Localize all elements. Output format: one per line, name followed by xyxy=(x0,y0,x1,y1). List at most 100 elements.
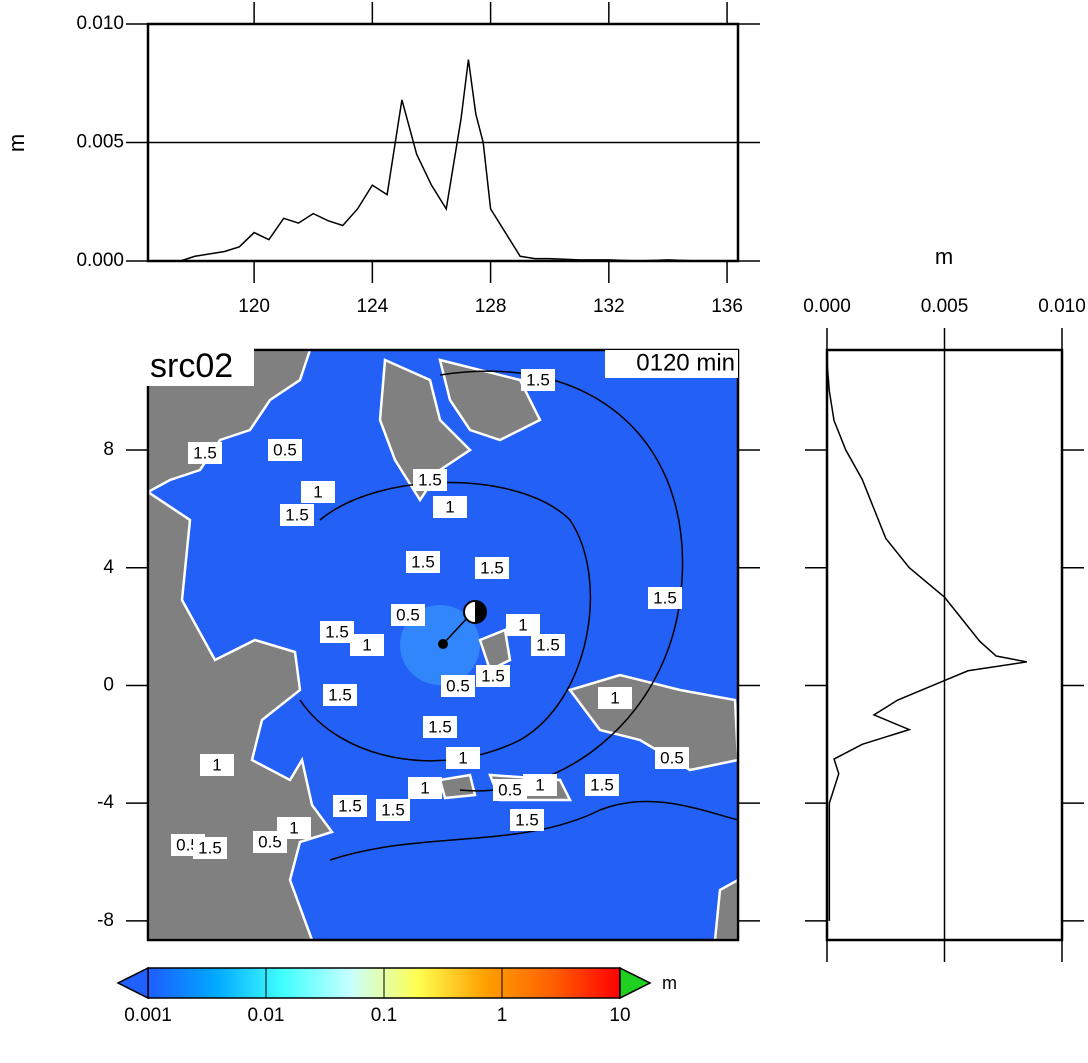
contour-label: 1 xyxy=(313,482,322,501)
y-tick-label: 0.005 xyxy=(76,132,124,153)
contour-label: 0.5 xyxy=(498,780,522,799)
contour-label-box xyxy=(188,442,222,464)
colorbar-under xyxy=(116,966,149,1000)
contour-label: 1.5 xyxy=(428,717,452,736)
contour-label-box xyxy=(277,817,311,839)
contour-label: 1.5 xyxy=(418,470,442,489)
contour-label: 1.5 xyxy=(193,443,217,462)
colorbar-tick-label: 1 xyxy=(497,1005,508,1026)
x-tick-label: 0.000 xyxy=(803,296,851,317)
contour-label-box xyxy=(301,481,335,503)
contour-label: 1 xyxy=(610,688,619,707)
contour-label: 1 xyxy=(518,615,527,634)
contour-label-box xyxy=(510,809,544,831)
contour-label-box xyxy=(598,687,632,709)
contour-label-box xyxy=(423,716,457,738)
y-axis-label: m xyxy=(4,134,29,152)
colorbar-tick-label: 0.1 xyxy=(371,1005,397,1026)
y-tick-label: 8 xyxy=(103,439,114,460)
contour-label-box xyxy=(193,837,227,859)
contour-label-box xyxy=(476,665,510,687)
y-tick-label: 4 xyxy=(103,557,114,578)
x-tick-label: 120 xyxy=(238,296,270,317)
contour-label: 0.5 xyxy=(273,440,297,459)
x-tick-label: 0.005 xyxy=(921,296,969,317)
contour-label: 1 xyxy=(420,778,429,797)
contour-label-box xyxy=(531,634,565,656)
contour-label: 1 xyxy=(535,775,544,794)
x-axis-label: m xyxy=(935,244,953,269)
x-tick-label: 124 xyxy=(357,296,389,317)
contour-label: 1.5 xyxy=(338,796,362,815)
epicenter xyxy=(438,600,487,649)
colorbar-tick-label: 0.01 xyxy=(248,1005,285,1026)
contour-label: 1 xyxy=(445,497,454,516)
contour-label: 0.5 xyxy=(396,605,420,624)
contour-label-box xyxy=(200,754,234,776)
y-tick-label: 0.000 xyxy=(76,250,124,271)
contour-label-box xyxy=(350,634,384,656)
contour-label-box xyxy=(493,779,527,801)
contour-label-box xyxy=(475,557,509,579)
contour-label-box xyxy=(521,369,555,391)
contour-label-box xyxy=(655,747,689,769)
contour-label: 1 xyxy=(362,635,371,654)
map-title: src02 xyxy=(150,347,233,385)
colorbar-tick-label: 10 xyxy=(609,1005,630,1026)
contour-label: 1.5 xyxy=(526,370,550,389)
contour-label-box xyxy=(506,614,540,636)
contour-label: 1.5 xyxy=(590,775,614,794)
contour-label-box xyxy=(376,799,410,821)
contour-label-box xyxy=(648,587,682,609)
contour-label: 0.5 xyxy=(660,748,684,767)
contour-label-box xyxy=(446,747,480,769)
contour-label: 1.5 xyxy=(328,685,352,704)
contour-label: 1.5 xyxy=(480,558,504,577)
contour-label-box xyxy=(320,621,354,643)
contour-label: 1 xyxy=(289,818,298,837)
contour-label: 1.5 xyxy=(536,635,560,654)
contour-label-box xyxy=(441,675,475,697)
x-tick-label: 132 xyxy=(593,296,625,317)
contour-label: 1.5 xyxy=(481,666,505,685)
contour-label-box xyxy=(391,604,425,626)
contour-label: 1.5 xyxy=(198,838,222,857)
annotation: 0120 min xyxy=(636,349,735,376)
colorbar-tick-label: 0.001 xyxy=(124,1005,172,1026)
contour-label-box xyxy=(333,795,367,817)
data-line xyxy=(165,59,728,262)
x-tick-label: 136 xyxy=(711,296,743,317)
contour-label: 1.5 xyxy=(653,588,677,607)
y-tick-label: -8 xyxy=(97,910,114,931)
colorbar-label: m xyxy=(662,973,677,993)
contour-label: 1.5 xyxy=(325,622,349,641)
contour-label-box xyxy=(523,774,557,796)
colorbar-over xyxy=(619,966,652,1000)
annotation-box xyxy=(605,350,738,378)
contour-label: 0.5 xyxy=(446,676,470,695)
map-frame xyxy=(146,348,740,942)
contour-label-box xyxy=(406,551,440,573)
contour-label-box xyxy=(413,469,447,491)
contour-label-box xyxy=(268,439,302,461)
contour-label: 1 xyxy=(212,755,221,774)
contour-label: 1.5 xyxy=(411,552,435,571)
contour-label: 1.5 xyxy=(381,800,405,819)
contour-label-box xyxy=(433,496,467,518)
y-tick-label: -4 xyxy=(97,792,114,813)
contour-label-box xyxy=(585,774,619,796)
map: 1.51.5 0.51.511.5 11.5 1.51.50.51.5111.50.5… xyxy=(148,350,738,940)
x-tick-label: 128 xyxy=(475,296,507,317)
x-tick-label: 0.010 xyxy=(1038,296,1086,317)
contour-label-box xyxy=(408,777,442,799)
contour-label: 1 xyxy=(458,748,467,767)
y-tick-label: 0 xyxy=(103,674,114,695)
contour-label-box xyxy=(280,504,314,526)
contour-label: 1.5 xyxy=(285,505,309,524)
y-tick-label: 0.010 xyxy=(76,13,124,34)
contour-label-box xyxy=(323,684,357,706)
contour-label: 1.5 xyxy=(515,810,539,829)
title-box xyxy=(146,348,254,386)
data-line xyxy=(826,361,1027,921)
